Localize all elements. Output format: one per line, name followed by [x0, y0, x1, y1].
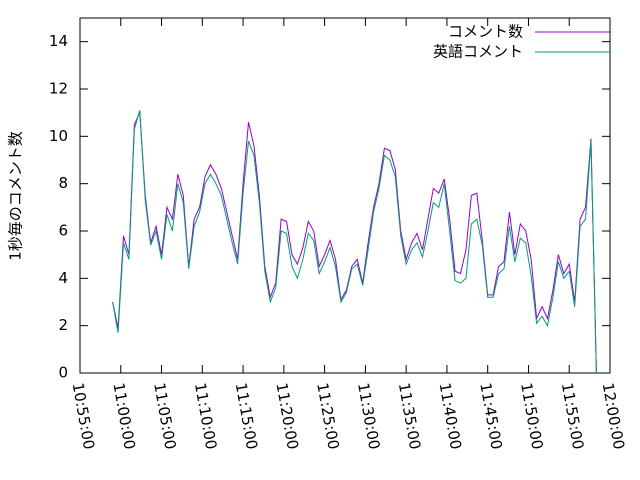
y-tick-label: 0: [58, 364, 68, 382]
y-tick-label: 12: [49, 80, 68, 98]
y-tick-label: 14: [49, 32, 68, 50]
x-tick-label: 11:20:00: [272, 381, 301, 450]
x-tick-label: 11:25:00: [313, 381, 342, 450]
y-tick-label: 6: [58, 222, 68, 240]
series-line: [112, 112, 597, 374]
legend-label: コメント数: [448, 23, 523, 41]
x-tick-label: 11:05:00: [150, 381, 179, 450]
x-tick-label: 11:40:00: [436, 381, 465, 450]
x-tick-label: 11:10:00: [191, 381, 220, 450]
plot-border: [79, 17, 611, 374]
y-tick-label: 10: [49, 127, 68, 145]
x-tick-label: 11:30:00: [354, 381, 383, 450]
y-tick-label: 2: [58, 316, 68, 334]
x-tick-label: 11:55:00: [558, 381, 587, 450]
x-tick-label: 10:55:00: [69, 381, 98, 450]
series-line: [112, 110, 597, 374]
x-tick-label: 11:35:00: [395, 381, 424, 450]
x-tick-label: 11:50:00: [517, 381, 546, 450]
legend-label: 英語コメント: [433, 43, 523, 61]
x-tick-label: 11:15:00: [232, 381, 261, 450]
y-tick-label: 8: [58, 174, 68, 192]
x-tick-label: 11:45:00: [476, 381, 505, 450]
y-tick-label: 4: [58, 269, 68, 287]
x-tick-label: 11:00:00: [109, 381, 138, 450]
y-axis-label: 1秒毎のコメント数: [7, 131, 25, 261]
x-tick-label: 12:00:00: [599, 381, 628, 450]
